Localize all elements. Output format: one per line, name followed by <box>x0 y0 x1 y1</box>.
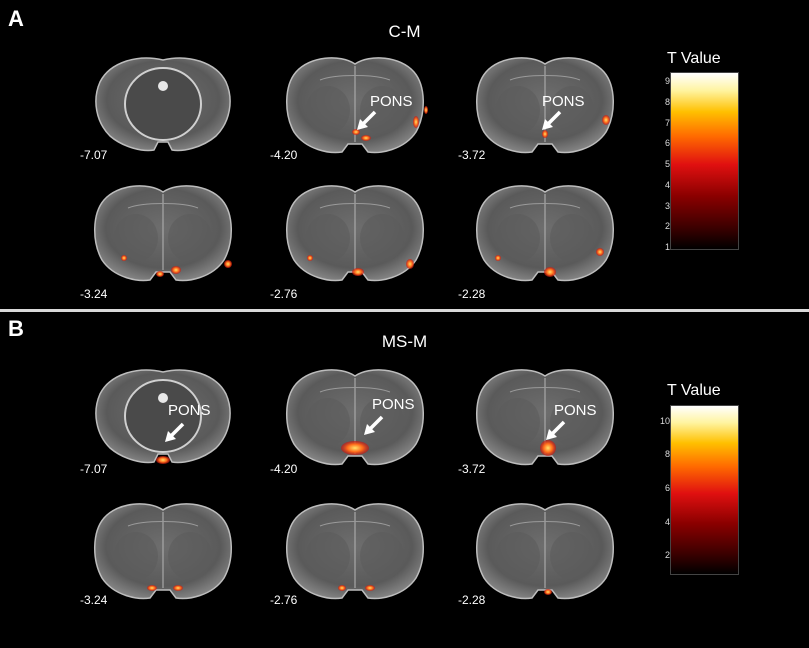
pons-label: PONS <box>370 93 413 110</box>
slice-coordinate: -7.07 <box>80 462 108 476</box>
colorbar-tick: 10 <box>659 415 670 426</box>
colorbar-tick: 6 <box>664 483 670 493</box>
brain-slice <box>280 498 430 608</box>
slice-coordinate: -2.28 <box>458 287 486 301</box>
colorbar-tick: 6 <box>664 138 670 149</box>
brain-slice <box>88 364 238 474</box>
colorbar-title: T Value <box>667 50 721 67</box>
arrow-icon <box>165 422 185 442</box>
colorbar-tick: 7 <box>664 117 670 128</box>
pons-label: PONS <box>554 402 597 419</box>
pons-label: PONS <box>372 396 415 413</box>
colorbar-tick: 3 <box>664 200 670 211</box>
slice-coordinate: -7.07 <box>80 148 108 162</box>
colorbar <box>670 405 739 575</box>
brain-slice <box>280 364 430 474</box>
colorbar-tick: 9 <box>664 76 670 87</box>
slice-coordinate: -2.76 <box>270 287 298 301</box>
panel-title: MS-M <box>381 332 428 351</box>
panel-title: C-M <box>388 22 421 41</box>
panel-divider <box>0 309 809 312</box>
arrow-icon <box>364 415 384 435</box>
panel-label: B <box>8 316 24 341</box>
colorbar-tick: 8 <box>664 449 670 460</box>
slice-coordinate: -2.28 <box>458 593 486 607</box>
colorbar-tick: 5 <box>664 159 670 170</box>
slice-coordinate: -4.20 <box>270 462 298 476</box>
colorbar-tick: 2 <box>664 221 670 232</box>
colorbar-tick: 1 <box>664 242 670 252</box>
slice-coordinate: -3.72 <box>458 462 486 476</box>
slice-coordinate: -3.24 <box>80 287 108 301</box>
slice-coordinate: -4.20 <box>270 148 298 162</box>
colorbar-tick: 8 <box>664 97 670 108</box>
slice-coordinate: -3.24 <box>80 593 108 607</box>
brain-slice <box>88 498 238 608</box>
brain-slice <box>280 180 430 290</box>
panel-a: A C-M -7.07 -4.20 -3.72 -3.24 -2.76 -2.2… <box>0 0 809 309</box>
slice-coordinate: -2.76 <box>270 593 298 607</box>
arrow-icon <box>542 110 562 130</box>
colorbar-tick: 2 <box>664 550 670 561</box>
slice-coordinate: -3.72 <box>458 148 486 162</box>
brain-slice <box>470 498 620 608</box>
colorbar <box>670 72 739 250</box>
panel-b: B MS-M -7.07 -4.20 -3.72 -3.24 -2.76 -2.… <box>0 312 809 648</box>
colorbar-title: T Value <box>667 382 721 399</box>
panel-label: A <box>8 6 24 31</box>
arrow-icon <box>357 110 377 130</box>
brain-slice <box>470 364 620 474</box>
brain-slice <box>88 180 238 290</box>
colorbar-tick: 4 <box>664 179 670 190</box>
pons-label: PONS <box>168 402 211 419</box>
brain-slice <box>470 180 620 290</box>
colorbar-tick: 4 <box>664 516 670 527</box>
pons-label: PONS <box>542 93 585 110</box>
brain-slice <box>88 52 238 162</box>
arrow-icon <box>546 420 566 440</box>
